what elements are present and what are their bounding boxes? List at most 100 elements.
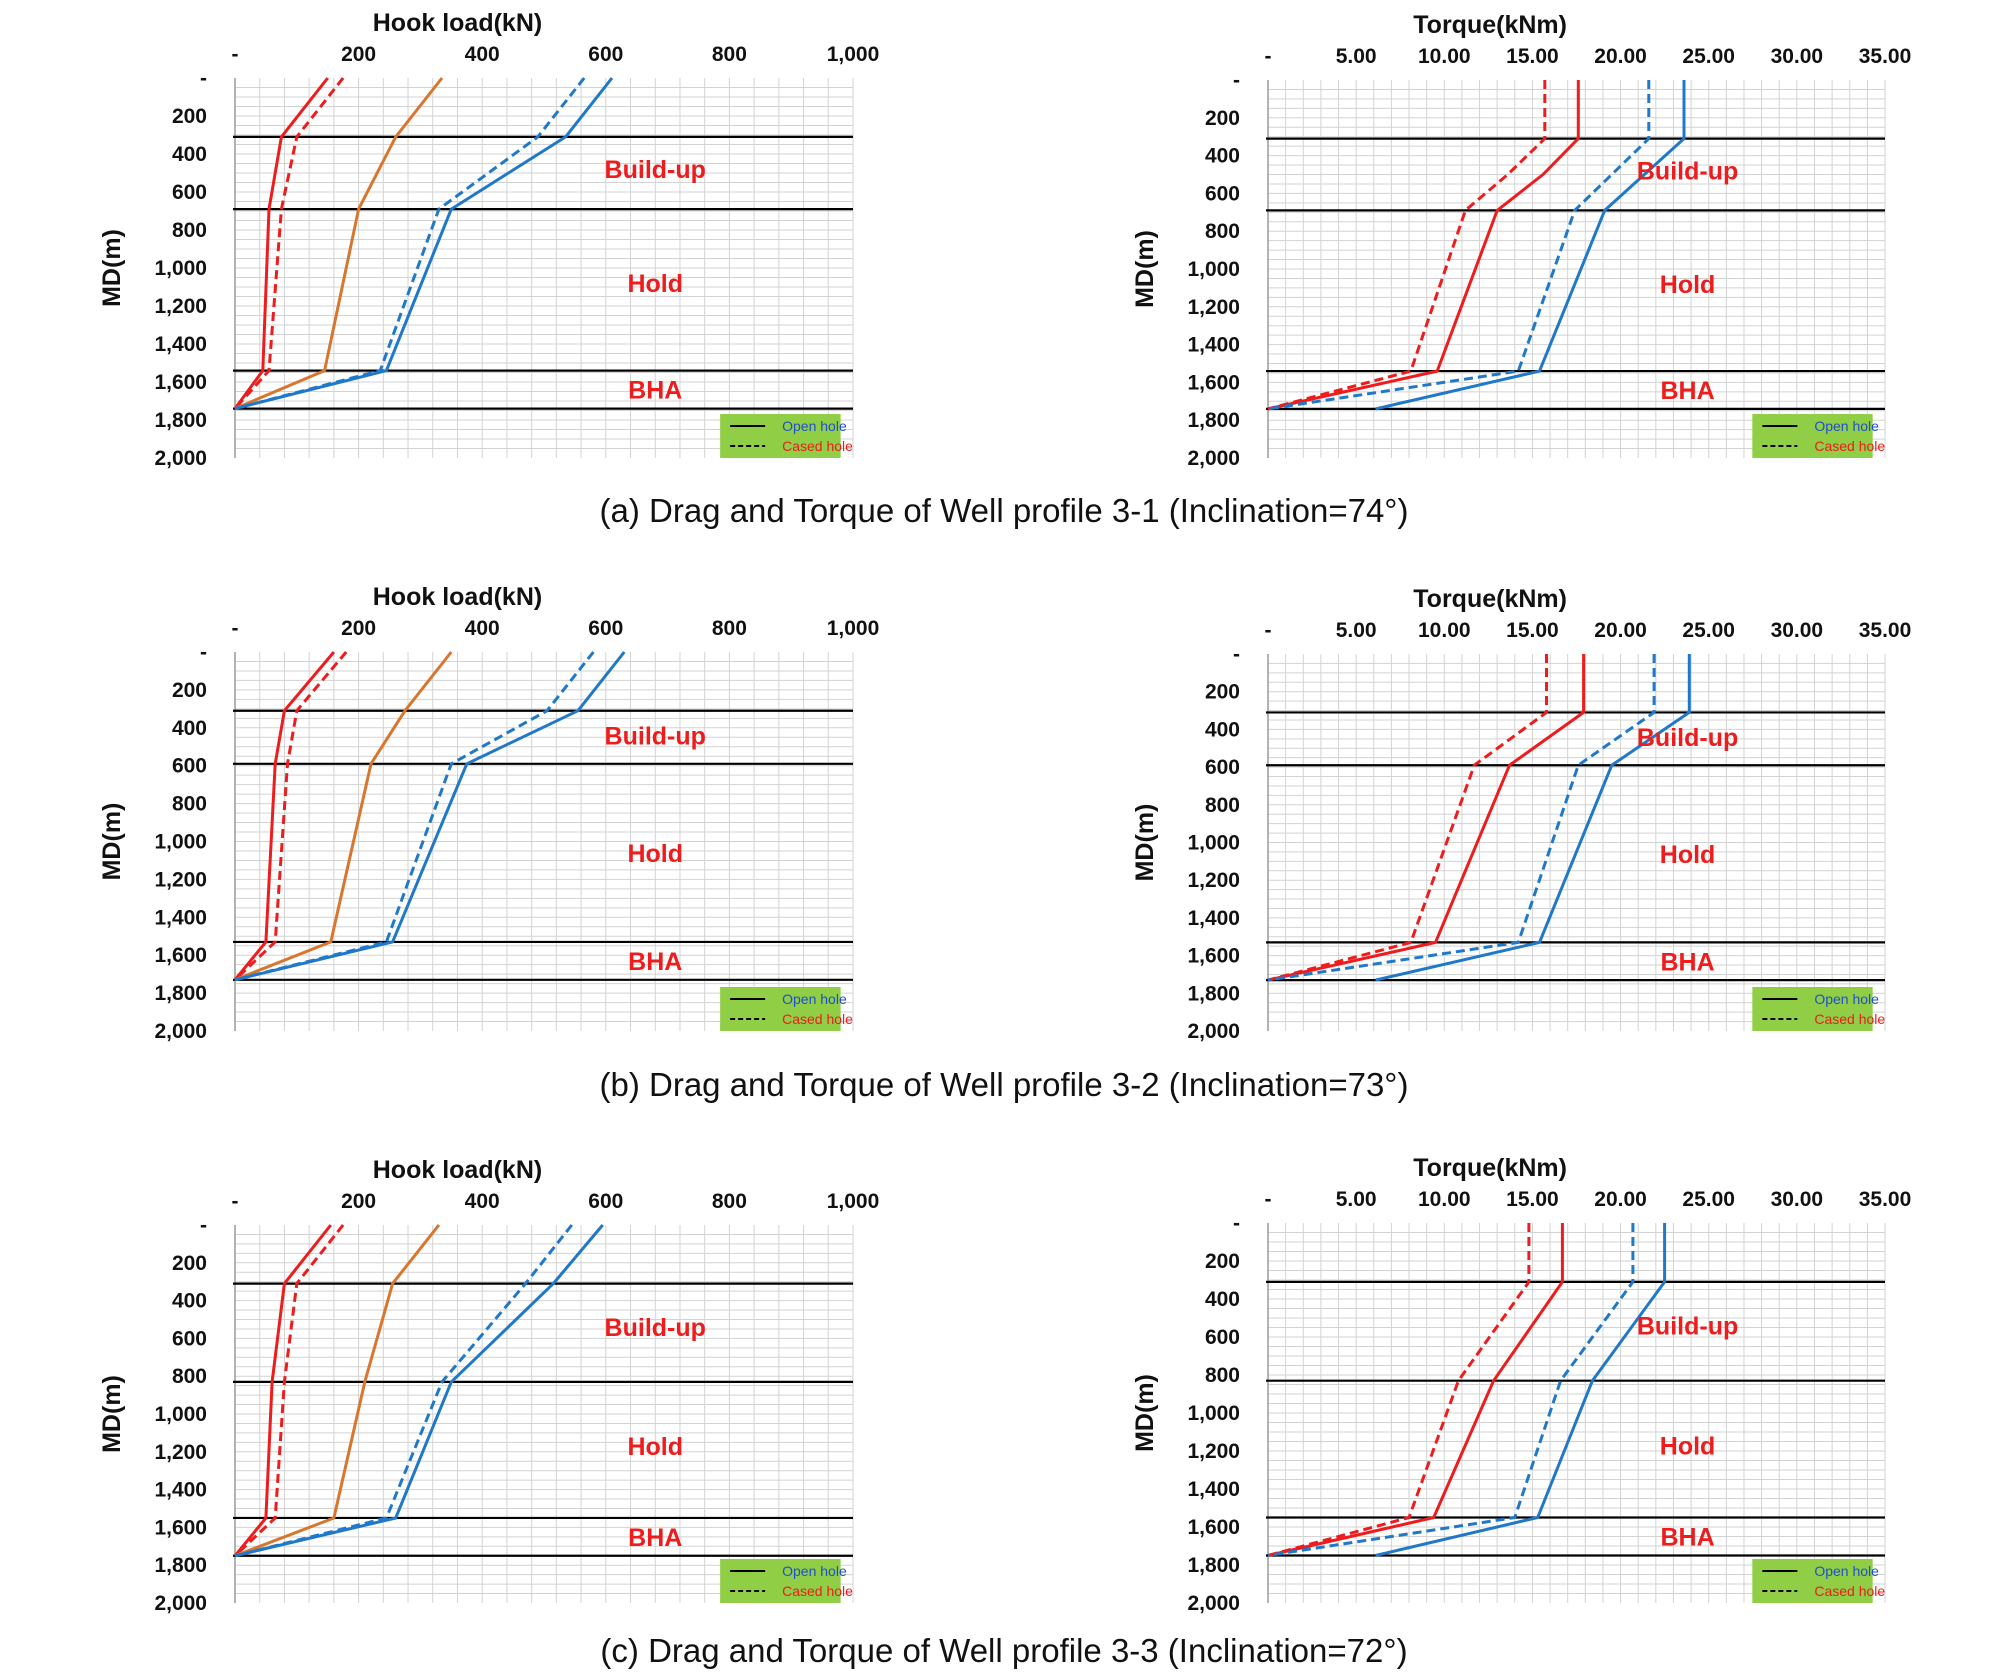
c-hook-x-tick: - xyxy=(232,1190,239,1213)
b-hook-series-orange-open xyxy=(234,651,453,982)
a-torque-series-blue-cased xyxy=(1267,80,1651,411)
c-hook-series-blue-cased xyxy=(234,1224,573,1558)
b-torque-zone-label: Hold xyxy=(1660,841,1716,869)
c-hook-x-tick: 400 xyxy=(465,1190,500,1213)
b-hook-x-tick: 600 xyxy=(588,617,623,640)
b-torque-series-red-open xyxy=(1267,654,1586,982)
c-torque-x-tick: 35.00 xyxy=(1859,1188,1912,1211)
b-hook-y-tick: 1,200 xyxy=(154,868,207,891)
c-torque-series-blue-cased xyxy=(1267,1223,1635,1557)
b-hook-y-tick: 600 xyxy=(172,755,207,778)
c-torque-y-title: MD(m) xyxy=(1131,1374,1159,1452)
a-hook-y-tick: 200 xyxy=(172,105,207,128)
b-torque-y-tick: 1,600 xyxy=(1187,945,1240,968)
a-torque-y-tick: 1,800 xyxy=(1187,409,1240,432)
a-hook-zone-label: BHA xyxy=(628,377,682,405)
c-torque-x-tick: - xyxy=(1265,1188,1272,1211)
b-hook-y-tick: 1,000 xyxy=(154,831,207,854)
c-hook-series-blue-open xyxy=(234,1224,604,1558)
a-torque-x-tick: 5.00 xyxy=(1336,45,1377,68)
a-torque-series-blue-open xyxy=(1375,80,1686,411)
b-torque-y-title: MD(m) xyxy=(1131,804,1159,882)
b-torque-x-tick: 15.00 xyxy=(1506,619,1559,642)
c-hook-y-tick: 600 xyxy=(172,1327,207,1350)
c-torque-x-tick: 5.00 xyxy=(1336,1188,1377,1211)
b-hook-legend-cased-label: Cased hole xyxy=(782,1011,853,1027)
a-hook-x-tick: - xyxy=(232,43,239,66)
c-hook-legend-box xyxy=(720,1559,841,1603)
b-hook-x-tick: - xyxy=(232,617,239,640)
b-hook-y-tick: 200 xyxy=(172,679,207,702)
a-torque-y-tick: - xyxy=(1233,69,1240,92)
c-torque-y-tick: 200 xyxy=(1205,1250,1240,1273)
a-hook-series-blue-open xyxy=(234,77,614,411)
a-hook-y-tick: - xyxy=(200,67,207,90)
c-torque-y-tick: 1,400 xyxy=(1187,1478,1240,1501)
c-hook-x-tick: 1,000 xyxy=(827,1190,880,1213)
c-torque-zone-label: Hold xyxy=(1660,1432,1716,1460)
c-hook-y-title: MD(m) xyxy=(98,1375,126,1453)
c-torque-series-red-open xyxy=(1267,1223,1564,1557)
b-hook-y-tick: 1,600 xyxy=(154,944,207,967)
b-torque-y-tick: 200 xyxy=(1205,681,1240,704)
b-torque-x-tick: 5.00 xyxy=(1336,619,1377,642)
a-torque-legend-cased-label: Cased hole xyxy=(1814,438,1885,454)
c-torque-legend-cased-label: Cased hole xyxy=(1814,1583,1885,1599)
a-torque-y-tick: 1,400 xyxy=(1187,334,1240,357)
b-torque-y-tick: 400 xyxy=(1205,718,1240,741)
a-torque-x-tick: 20.00 xyxy=(1594,45,1647,68)
a-torque-y-tick: 2,000 xyxy=(1187,447,1240,470)
c-torque-y-tick: 1,600 xyxy=(1187,1516,1240,1539)
b-hook-y-tick: - xyxy=(200,641,207,664)
b-hook-zone-label: Hold xyxy=(627,840,683,868)
b-hook-x-tick: 1,000 xyxy=(827,617,880,640)
a-torque-x-tick: 15.00 xyxy=(1506,45,1559,68)
a-hook-x-tick: 400 xyxy=(465,43,500,66)
a-hook-y-tick: 600 xyxy=(172,181,207,204)
a-torque-x-tick: 10.00 xyxy=(1418,45,1471,68)
a-torque-series-red-cased xyxy=(1267,80,1547,411)
c-hook-zone-label: BHA xyxy=(628,1524,682,1552)
c-hook-x-tick: 800 xyxy=(712,1190,747,1213)
b-torque-legend-open-label: Open hole xyxy=(1814,991,1879,1007)
a-torque-zone-label: BHA xyxy=(1660,377,1714,405)
a-torque-y-tick: 1,200 xyxy=(1187,296,1240,319)
a-torque-x-tick: - xyxy=(1265,45,1272,68)
c-torque-y-tick: 1,200 xyxy=(1187,1440,1240,1463)
a-hook-y-tick: 1,000 xyxy=(154,257,207,280)
c-torque-series-blue-open xyxy=(1375,1223,1667,1557)
a-torque-y-tick: 400 xyxy=(1205,145,1240,168)
b-torque-series-blue-cased xyxy=(1267,654,1656,982)
a-hook-legend-cased-label: Cased hole xyxy=(782,438,853,454)
c-hook-x-tick: 200 xyxy=(341,1190,376,1213)
b-hook-x-tick: 800 xyxy=(712,617,747,640)
c-torque-x-title: Torque(kNm) xyxy=(1413,1154,1567,1182)
a-hook-y-tick: 1,200 xyxy=(154,295,207,318)
a-hook-series-blue-cased xyxy=(234,77,586,411)
c-torque-zone-label: BHA xyxy=(1660,1524,1714,1552)
c-torque-x-tick: 25.00 xyxy=(1682,1188,1735,1211)
c-hook-series-red-open xyxy=(233,1224,332,1557)
c-torque-y-tick: 400 xyxy=(1205,1288,1240,1311)
a-hook-x-tick: 600 xyxy=(588,43,623,66)
a-torque-legend-open-label: Open hole xyxy=(1814,418,1879,434)
a-torque-y-tick: 800 xyxy=(1205,220,1240,243)
c-torque-x-tick: 30.00 xyxy=(1771,1188,1824,1211)
b-hook-zone-label: Build-up xyxy=(605,722,706,750)
a-hook-y-tick: 1,600 xyxy=(154,371,207,394)
a-hook-y-tick: 1,400 xyxy=(154,333,207,356)
b-torque-x-tick: - xyxy=(1265,619,1272,642)
a-hook-zone-label: Build-up xyxy=(605,156,706,184)
a-hook-y-tick: 800 xyxy=(172,219,207,242)
a-torque-zone-label: Build-up xyxy=(1637,158,1738,186)
c-hook-y-tick: 1,200 xyxy=(154,1441,207,1464)
b-torque-y-tick: 1,000 xyxy=(1187,832,1240,855)
b-torque-y-tick: 2,000 xyxy=(1187,1020,1240,1043)
b-hook-y-title: MD(m) xyxy=(98,803,126,881)
c-hook-y-tick: 2,000 xyxy=(154,1592,207,1615)
a-torque-x-tick: 30.00 xyxy=(1771,45,1824,68)
b-hook-y-tick: 1,400 xyxy=(154,906,207,929)
a-hook-y-tick: 1,800 xyxy=(154,409,207,432)
b-torque-x-tick: 20.00 xyxy=(1594,619,1647,642)
